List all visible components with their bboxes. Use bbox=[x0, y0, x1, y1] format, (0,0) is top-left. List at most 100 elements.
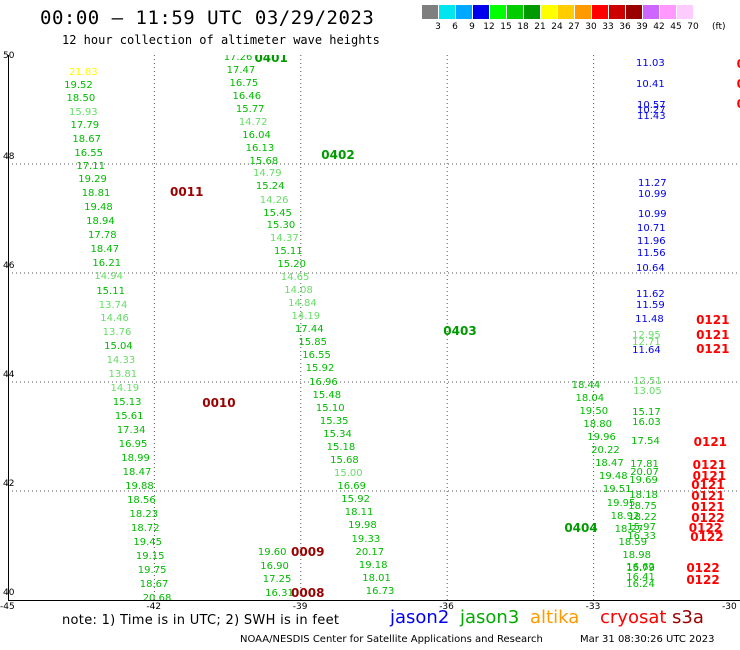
wave-height-value: 16.33 bbox=[627, 531, 656, 543]
wave-height-value: 20.07 bbox=[630, 467, 659, 478]
wave-height-value: 16.96 bbox=[309, 376, 338, 388]
wave-height-value: 16.04 bbox=[242, 129, 271, 141]
wave-height-value: 18.67 bbox=[139, 578, 169, 590]
latitude-tick-label: 46 bbox=[3, 261, 15, 271]
wave-height-value: 15.68 bbox=[330, 455, 359, 467]
wave-height-value: 18.81 bbox=[81, 187, 111, 199]
legend-swatch bbox=[439, 5, 455, 19]
legend-bin-label: 33 bbox=[602, 22, 614, 32]
wave-height-value: 19.69 bbox=[629, 475, 658, 487]
wave-height-value: 15.17 bbox=[632, 407, 661, 419]
wave-height-value: 10.99 bbox=[638, 189, 667, 201]
wave-height-value: 18.75 bbox=[628, 501, 657, 513]
satellite-legend-cryosat: cryosat bbox=[600, 607, 667, 628]
legend-bin-label: 12 bbox=[483, 22, 495, 32]
wave-height-value: 17.25 bbox=[262, 574, 292, 586]
legend-swatch bbox=[558, 5, 574, 19]
wave-height-value: 21.83 bbox=[69, 66, 98, 78]
wave-height-value: 15.11 bbox=[96, 285, 125, 297]
wave-height-value: 10.71 bbox=[637, 223, 666, 235]
wave-height-value: 19.96 bbox=[587, 432, 616, 444]
wave-height-value: 11.64 bbox=[632, 345, 661, 357]
wave-height-value: 19.75 bbox=[137, 565, 167, 577]
wave-height-value: 15.85 bbox=[298, 337, 327, 349]
wave-height-value: 11.59 bbox=[636, 300, 665, 312]
pass-id-label: 0121 bbox=[692, 457, 727, 472]
wave-height-value: 17.78 bbox=[88, 229, 117, 241]
wave-height-value: 10.64 bbox=[636, 262, 665, 274]
wave-height-value: 19.50 bbox=[579, 405, 609, 417]
map-plot-area: 21.83 19.52 18.50 15.93 17.79 18.67 16.55 17.11… bbox=[8, 55, 740, 600]
legend-unit: (ft) bbox=[712, 22, 726, 32]
wave-height-value: 14.46 bbox=[100, 313, 129, 325]
wave-height-value: 19.18 bbox=[358, 559, 388, 571]
map-left-border bbox=[8, 55, 9, 600]
wave-height-value: 18.59 bbox=[618, 536, 648, 548]
wave-height-value: 19.95 bbox=[606, 497, 636, 509]
legend-swatch bbox=[677, 5, 693, 19]
legend-bin-label: 39 bbox=[636, 22, 648, 32]
wave-height-value: 18.50 bbox=[66, 93, 96, 105]
legend-swatch bbox=[541, 5, 557, 19]
wave-height-value: 19.29 bbox=[78, 174, 107, 186]
wave-height-value: 16.95 bbox=[118, 439, 148, 451]
wave-height-value: 11.96 bbox=[637, 235, 666, 247]
legend-swatch bbox=[609, 5, 625, 19]
legend-bin-label: 3 bbox=[435, 22, 441, 32]
wave-height-value: 11.56 bbox=[637, 247, 666, 259]
pass-id-label: 0010 bbox=[202, 395, 236, 410]
wave-height-value: 17.34 bbox=[116, 425, 146, 437]
legend-swatch bbox=[643, 5, 659, 19]
legend-swatch bbox=[592, 5, 608, 19]
wave-height-value: 13.76 bbox=[102, 327, 132, 339]
wave-height-value: 18.72 bbox=[130, 523, 160, 535]
satellite-legend-altika: altika bbox=[530, 607, 580, 628]
pass-id-label: 0122 bbox=[688, 520, 723, 535]
pass-id-label: 0121 bbox=[691, 478, 725, 493]
legend-bin-label: 36 bbox=[619, 22, 631, 32]
pass-id-label: 0403 bbox=[443, 324, 477, 339]
wave-height-value: 18.56 bbox=[127, 494, 156, 506]
pass-id-label: 0 bbox=[737, 97, 740, 111]
wave-height-value: 17.79 bbox=[70, 120, 100, 132]
wave-height-value: 12.71 bbox=[632, 337, 661, 349]
wave-height-value: 16.41 bbox=[626, 571, 655, 583]
wave-height-value: 16.55 bbox=[302, 350, 331, 362]
wave-height-value: 17.54 bbox=[631, 435, 660, 447]
wave-height-value: 13.74 bbox=[98, 299, 128, 311]
wave-height-value: 15.10 bbox=[315, 402, 345, 414]
wave-height-value: 14.37 bbox=[270, 233, 299, 245]
legend-swatch bbox=[507, 5, 523, 19]
wave-height-value: 15.92 bbox=[341, 494, 370, 506]
legend-swatch bbox=[422, 5, 438, 19]
wave-height-value: 16.90 bbox=[260, 560, 289, 572]
pass-id-label: 0404 bbox=[564, 521, 598, 536]
wave-height-value: 16.73 bbox=[365, 585, 395, 597]
longitude-tick-label: -33 bbox=[585, 602, 601, 612]
legend-bin-label: 15 bbox=[500, 22, 512, 32]
wave-height-value: 15.61 bbox=[114, 410, 144, 422]
wave-height-value: 18.98 bbox=[622, 549, 652, 561]
wave-height-value: 16.55 bbox=[74, 147, 103, 159]
pass-id-label: 0 bbox=[737, 77, 740, 91]
wave-height-value: 15.45 bbox=[263, 207, 292, 219]
wave-height-value: 19.48 bbox=[84, 202, 113, 214]
wave-height-value: 10.27 bbox=[637, 105, 666, 117]
page-subtitle: 12 hour collection of altimeter wave hei… bbox=[62, 33, 380, 47]
legend-swatch bbox=[660, 5, 676, 19]
wave-height-value: 16.75 bbox=[229, 77, 259, 89]
pass-id-label: 0122 bbox=[686, 572, 720, 587]
wave-height-value: 18.27 bbox=[614, 523, 644, 535]
wave-height-value: 19.51 bbox=[602, 484, 632, 496]
footer-note: note: 1) Time is in UTC; 2) SWH is in fe… bbox=[62, 613, 340, 628]
wave-height-value: 15.79 bbox=[626, 562, 655, 574]
wave-height-value: 16.24 bbox=[626, 579, 655, 591]
footer-credit: NOAA/NESDIS Center for Satellite Applica… bbox=[240, 634, 543, 645]
pass-id-label: 0121 bbox=[696, 341, 730, 356]
longitude-tick-label: -39 bbox=[292, 602, 308, 612]
wave-height-value: 15.30 bbox=[266, 220, 296, 232]
wave-height-value: 15.04 bbox=[104, 341, 133, 353]
latitude-tick-label: 48 bbox=[3, 152, 15, 162]
wave-height-value: 15.13 bbox=[112, 397, 142, 409]
wave-height-value: 11.03 bbox=[636, 58, 665, 70]
